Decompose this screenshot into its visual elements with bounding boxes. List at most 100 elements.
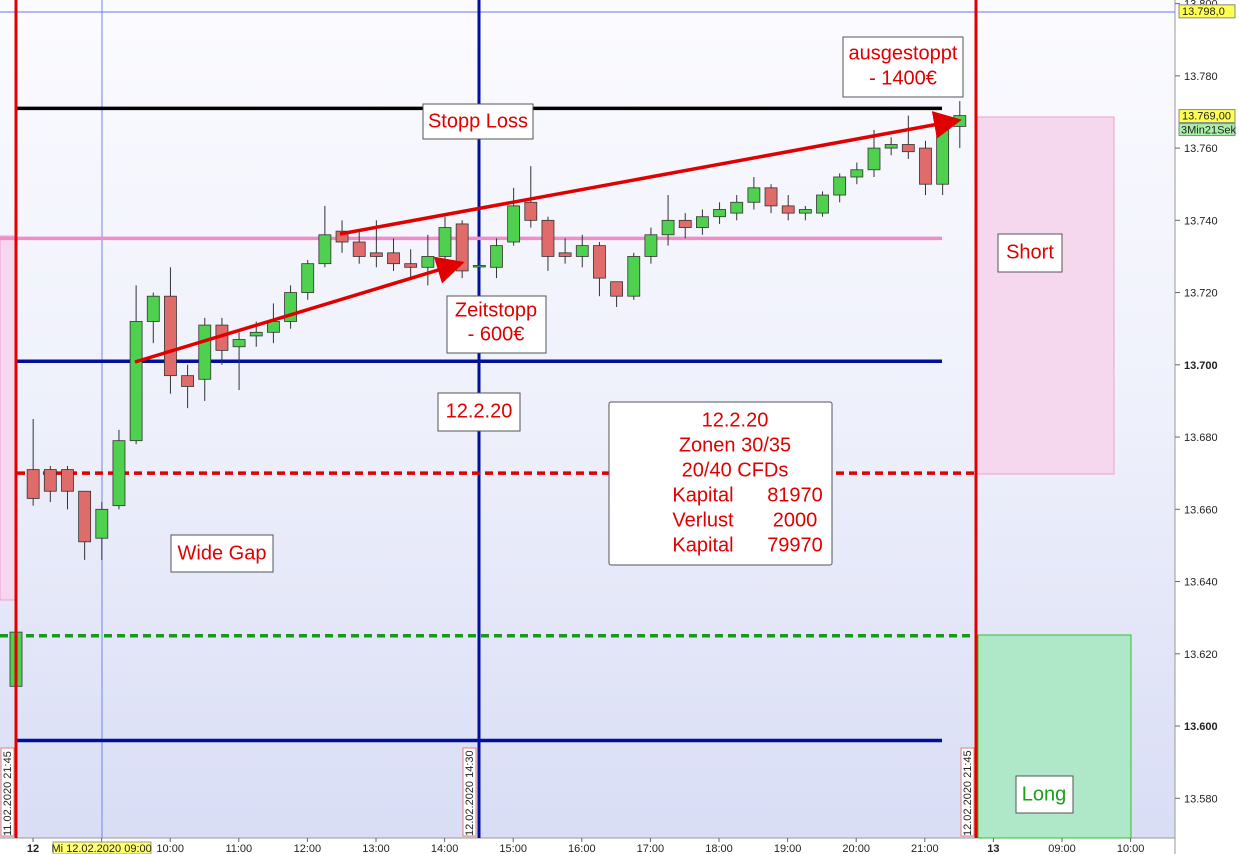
annotation: - 1400€ — [869, 67, 937, 89]
label-box — [1015, 775, 1074, 814]
x-tick-label: 12:00 — [294, 843, 322, 854]
candle-body — [524, 201, 538, 221]
price-tag-label: 13.798,0 — [1182, 6, 1225, 18]
date-stamp-bg — [0, 747, 15, 837]
candle-body — [78, 490, 92, 543]
candle-body — [764, 187, 778, 207]
summary-line: Zonen 30/35 — [679, 434, 791, 456]
annotation: 12.2.20 — [446, 400, 513, 422]
date-stamp-bg — [960, 747, 975, 837]
summary-box — [608, 401, 833, 566]
annotation: Long — [1022, 783, 1067, 805]
label-box — [422, 103, 534, 140]
x-tick-label: 14:00 — [431, 843, 459, 854]
label-highlight — [52, 841, 152, 854]
candle-body — [249, 331, 263, 337]
summary-line: 20/40 CFDs — [682, 459, 789, 481]
annotation: Wide Gap — [178, 542, 267, 564]
candle-body — [335, 230, 349, 243]
candle-body — [593, 245, 606, 279]
candle-body — [472, 265, 486, 268]
y-tick-label: 13.740 — [1184, 215, 1218, 227]
y-tick-label: 13.620 — [1184, 649, 1218, 661]
axis-background — [1175, 0, 1239, 854]
x-tick-label: 11:00 — [225, 843, 252, 854]
candle-body — [369, 252, 383, 257]
candle-body — [816, 194, 829, 214]
label-box — [446, 295, 547, 354]
x-tick-label: 15:00 — [499, 843, 527, 854]
annotation: Zeitstopp — [455, 299, 537, 321]
candle-body — [730, 201, 744, 214]
candle-body — [318, 234, 332, 265]
candle-body — [438, 227, 452, 257]
candle-body — [198, 324, 212, 380]
candle-body — [490, 245, 503, 268]
candle-body — [953, 115, 967, 127]
x-tick-label: 10:00 — [156, 843, 184, 854]
candle-body — [781, 205, 795, 214]
y-tick-label: 13.600 — [1184, 721, 1218, 733]
summary-value: 81970 — [767, 484, 823, 506]
candle-body — [901, 144, 915, 153]
x-tick-label: 21:00 — [911, 843, 939, 854]
label-box — [842, 36, 964, 98]
x-tick-label: 13 — [987, 843, 999, 854]
candle-body — [696, 216, 709, 228]
x-tick-label: 09:00 — [1048, 843, 1076, 854]
arrow — [134, 256, 465, 364]
annotation: ausgestoppt — [849, 42, 958, 64]
candle-body — [627, 256, 641, 297]
candle-body — [678, 219, 692, 228]
timer-tag — [1178, 123, 1236, 137]
price-tag — [1178, 109, 1236, 124]
candle-body — [129, 321, 143, 442]
date-stamp: 12.02.2020 14:30 — [464, 750, 476, 836]
candle-body — [644, 234, 658, 257]
summary-label: Kapital — [672, 534, 733, 556]
date-stamp: 11.02.2020 21:45 — [2, 751, 14, 836]
zone — [0, 235, 16, 601]
candle-body — [146, 295, 160, 322]
candle-body — [404, 263, 418, 268]
candle-body — [232, 339, 246, 348]
annotation: Stopp Loss — [428, 110, 528, 132]
candle-body — [164, 295, 177, 377]
candle-body — [558, 252, 572, 257]
label-box — [437, 392, 521, 432]
price-tag — [1178, 4, 1236, 19]
candle-body — [661, 219, 675, 236]
summary-label: Kapital — [672, 484, 733, 506]
candle-body — [301, 263, 315, 293]
candle-body — [26, 469, 40, 499]
annotation: Short — [1006, 241, 1054, 263]
candle-body — [455, 223, 469, 272]
label-box — [997, 233, 1063, 273]
candle-body — [43, 469, 57, 492]
price-tag-label: 13.769,00 — [1182, 111, 1231, 123]
candle-body — [747, 187, 761, 203]
candle-body — [95, 508, 109, 539]
summary-label: Verlust — [672, 509, 734, 531]
summary-value: 2000 — [773, 509, 818, 531]
candle-body — [798, 209, 812, 214]
y-tick-label: 13.640 — [1184, 577, 1218, 589]
summary-value: 79970 — [767, 534, 823, 556]
date-stamp-bg — [462, 747, 477, 837]
candle-body — [575, 245, 589, 257]
y-tick-label: 13.720 — [1184, 288, 1218, 300]
label-box — [170, 534, 274, 573]
timer-label: 3Min21Sek — [1181, 125, 1237, 137]
candle-body — [541, 219, 555, 257]
candle-body — [850, 169, 864, 178]
y-tick-label: 13.760 — [1184, 143, 1218, 155]
candle-body — [867, 147, 881, 171]
x-tick-label: 18:00 — [705, 843, 733, 854]
y-tick-label: 13.780 — [1184, 71, 1218, 83]
y-tick-label: 13.700 — [1184, 360, 1218, 372]
candle-body — [181, 375, 195, 387]
y-tick-label: 13.680 — [1184, 432, 1218, 444]
x-tick-label: 19:00 — [774, 843, 802, 854]
x-tick-label: 20:00 — [842, 843, 870, 854]
